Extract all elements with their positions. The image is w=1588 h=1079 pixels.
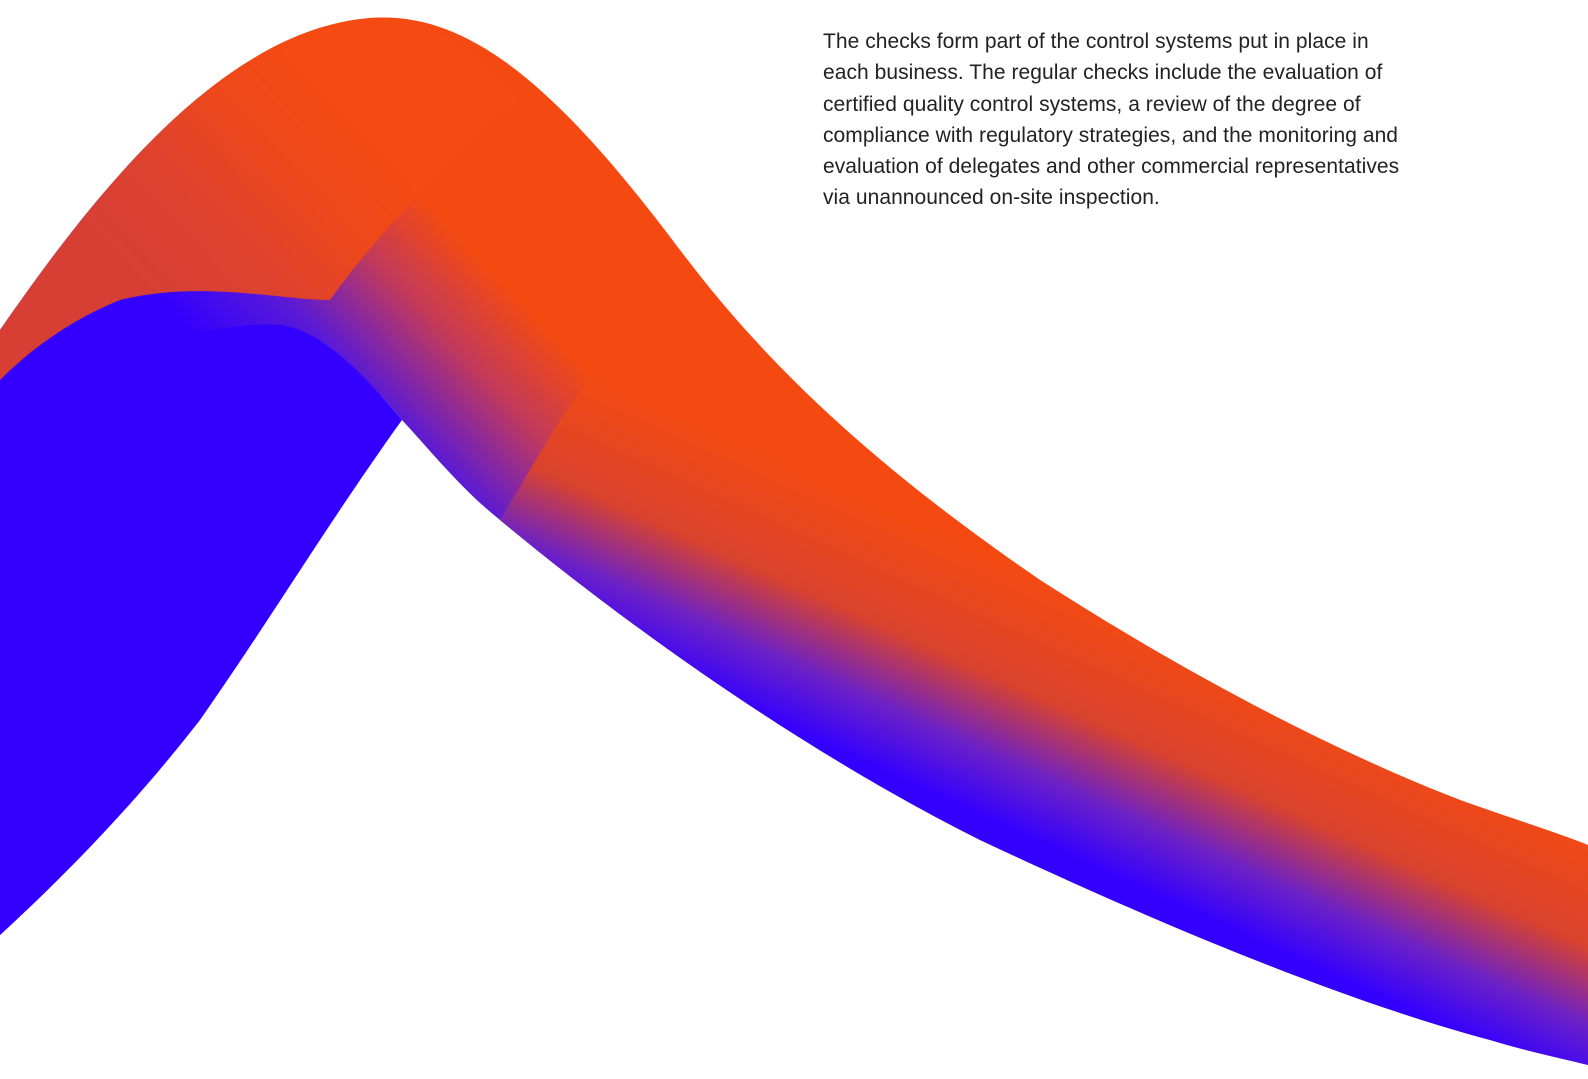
intro-paragraph: The checks form part of the control syst… [823, 30, 1400, 210]
ribbon-shoulder-blend [0, 17, 520, 381]
ribbon-left-descent [0, 324, 402, 936]
ribbon-tail-segment [500, 250, 1588, 1065]
